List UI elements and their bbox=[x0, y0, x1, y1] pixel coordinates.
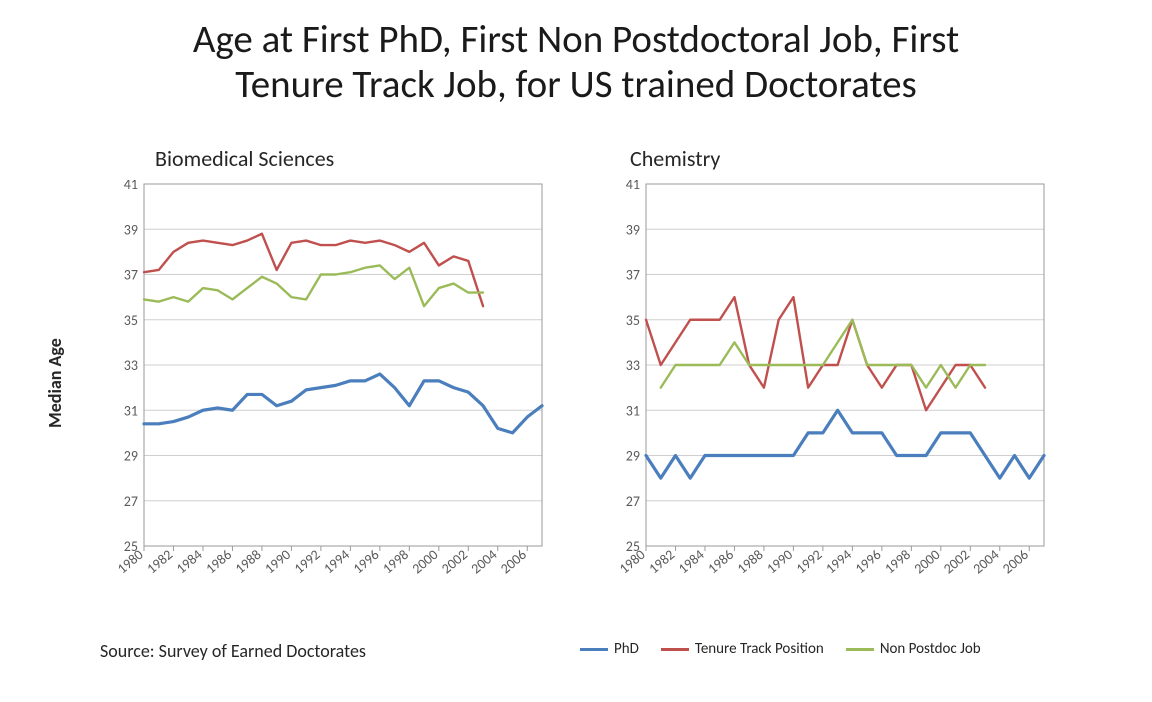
svg-text:2002: 2002 bbox=[940, 546, 973, 577]
svg-text:29: 29 bbox=[626, 448, 640, 465]
legend-item-phd: PhD bbox=[580, 640, 639, 658]
y-axis-label: Median Age bbox=[44, 338, 66, 428]
legend-swatch-tenure bbox=[661, 648, 689, 651]
svg-text:1986: 1986 bbox=[704, 546, 737, 577]
legend-label-tenure: Tenure Track Position bbox=[695, 640, 824, 658]
title-line-2: Tenure Track Job, for US trained Doctora… bbox=[0, 63, 1152, 108]
legend-item-tenure: Tenure Track Position bbox=[661, 640, 824, 658]
svg-text:2006: 2006 bbox=[999, 546, 1032, 577]
svg-text:1990: 1990 bbox=[261, 546, 294, 577]
svg-text:1986: 1986 bbox=[202, 546, 235, 577]
svg-text:1984: 1984 bbox=[173, 546, 206, 577]
svg-text:1980: 1980 bbox=[114, 546, 147, 577]
svg-text:27: 27 bbox=[626, 493, 640, 510]
svg-text:41: 41 bbox=[124, 180, 138, 193]
panel-2-subtitle: Chemistry bbox=[630, 145, 720, 172]
svg-text:1982: 1982 bbox=[143, 546, 176, 577]
svg-text:1988: 1988 bbox=[734, 546, 767, 577]
title-line-1: Age at First PhD, First Non Postdoctoral… bbox=[0, 18, 1152, 63]
svg-text:1992: 1992 bbox=[291, 546, 324, 577]
series-phd bbox=[144, 374, 542, 433]
series-nonpostdoc bbox=[661, 320, 985, 388]
svg-text:33: 33 bbox=[626, 357, 640, 374]
chart-chemistry: 2527293133353739411980198219841986198819… bbox=[610, 180, 1050, 610]
chart-biomedical: 2527293133353739411980198219841986198819… bbox=[108, 180, 548, 610]
source-citation: Source: Survey of Earned Doctorates bbox=[100, 640, 366, 662]
svg-text:29: 29 bbox=[124, 448, 138, 465]
svg-text:31: 31 bbox=[626, 402, 640, 419]
legend-swatch-nonpostdoc bbox=[846, 648, 874, 651]
legend-item-nonpostdoc: Non Postdoc Job bbox=[846, 640, 981, 658]
svg-text:31: 31 bbox=[124, 402, 138, 419]
legend-swatch-phd bbox=[580, 648, 608, 651]
svg-text:39: 39 bbox=[124, 221, 138, 238]
svg-text:33: 33 bbox=[124, 357, 138, 374]
svg-text:37: 37 bbox=[124, 267, 138, 284]
svg-text:2004: 2004 bbox=[970, 546, 1003, 577]
svg-text:2002: 2002 bbox=[438, 546, 471, 577]
svg-text:1994: 1994 bbox=[822, 546, 855, 577]
svg-text:1996: 1996 bbox=[350, 546, 383, 577]
panel-1-subtitle: Biomedical Sciences bbox=[155, 145, 334, 172]
svg-text:2006: 2006 bbox=[497, 546, 530, 577]
svg-text:35: 35 bbox=[124, 312, 138, 329]
svg-text:1982: 1982 bbox=[645, 546, 678, 577]
svg-text:2004: 2004 bbox=[468, 546, 501, 577]
svg-text:39: 39 bbox=[626, 221, 640, 238]
main-title: Age at First PhD, First Non Postdoctoral… bbox=[0, 18, 1152, 108]
svg-text:1990: 1990 bbox=[763, 546, 796, 577]
svg-text:1984: 1984 bbox=[675, 546, 708, 577]
svg-text:1980: 1980 bbox=[616, 546, 649, 577]
page-root: Age at First PhD, First Non Postdoctoral… bbox=[0, 0, 1152, 702]
series-tenure bbox=[646, 297, 985, 410]
legend-label-phd: PhD bbox=[614, 640, 639, 658]
series-nonpostdoc bbox=[144, 265, 483, 306]
svg-text:1998: 1998 bbox=[379, 546, 412, 577]
svg-text:1988: 1988 bbox=[232, 546, 265, 577]
legend-label-nonpostdoc: Non Postdoc Job bbox=[880, 640, 981, 658]
svg-text:2000: 2000 bbox=[409, 546, 442, 577]
svg-text:1998: 1998 bbox=[881, 546, 914, 577]
svg-text:27: 27 bbox=[124, 493, 138, 510]
svg-text:1994: 1994 bbox=[320, 546, 353, 577]
svg-text:1996: 1996 bbox=[852, 546, 885, 577]
svg-text:2000: 2000 bbox=[911, 546, 944, 577]
legend: PhD Tenure Track Position Non Postdoc Job bbox=[580, 640, 981, 658]
svg-text:35: 35 bbox=[626, 312, 640, 329]
svg-text:1992: 1992 bbox=[793, 546, 826, 577]
svg-text:41: 41 bbox=[626, 180, 640, 193]
svg-text:37: 37 bbox=[626, 267, 640, 284]
series-phd bbox=[646, 410, 1044, 478]
